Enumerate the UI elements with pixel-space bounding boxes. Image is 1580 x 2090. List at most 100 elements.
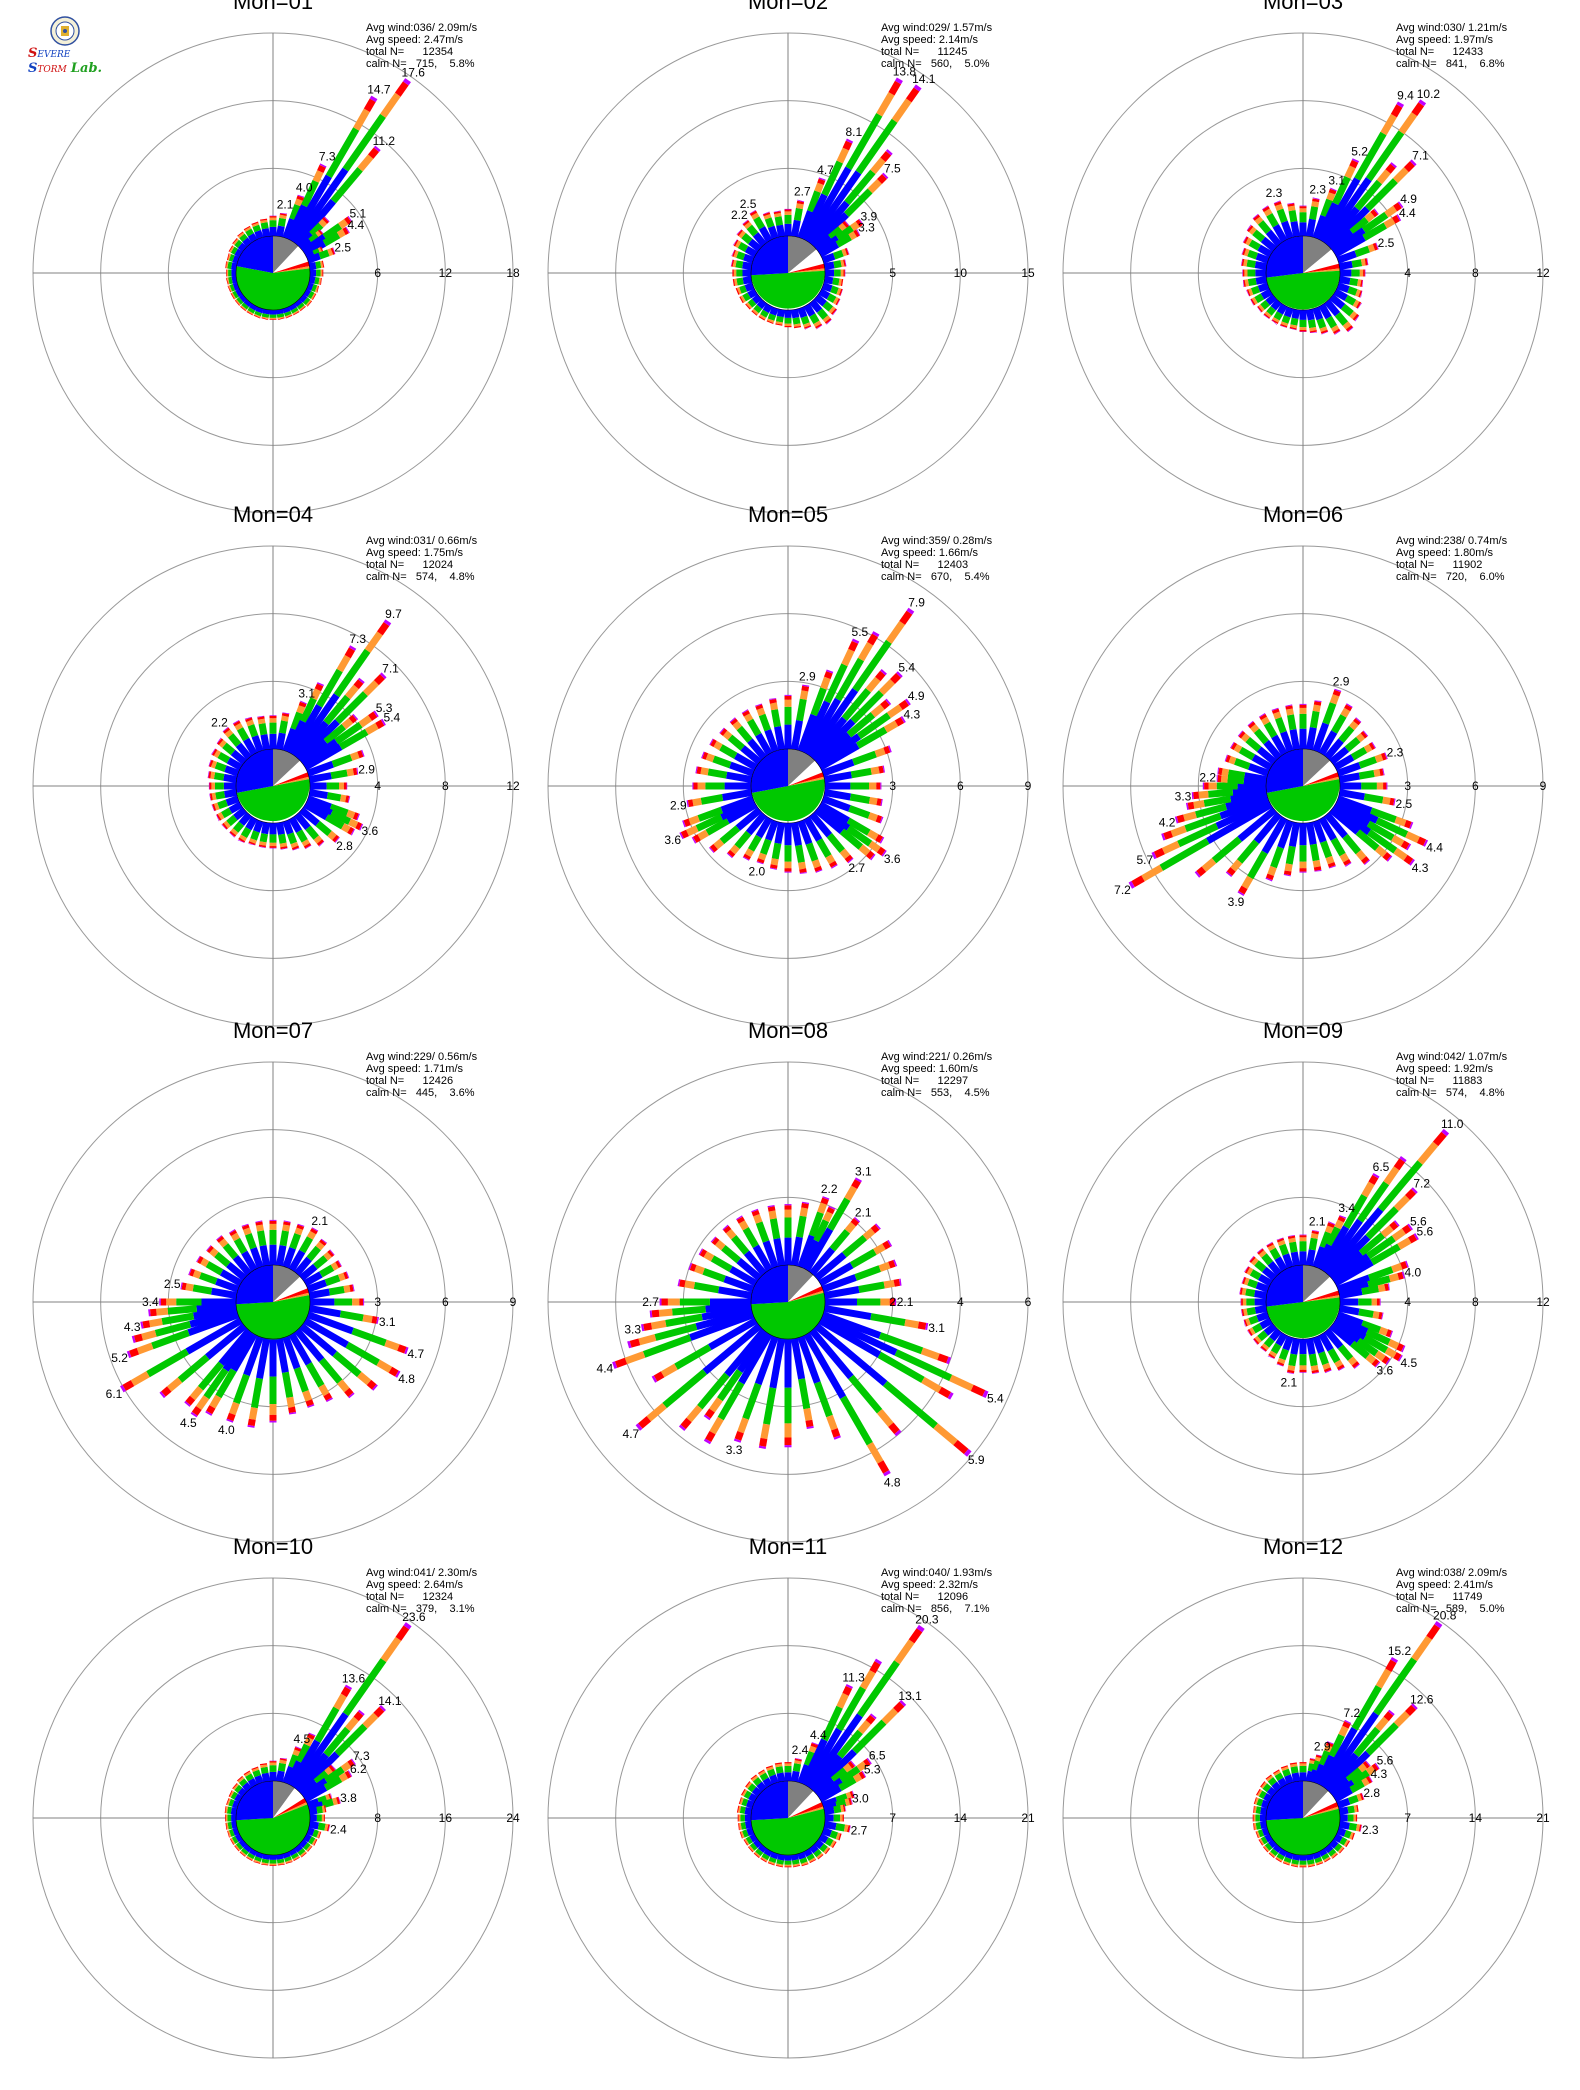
sector-bar-segment xyxy=(309,222,324,237)
sector-value-label: 7.3 xyxy=(353,1749,370,1763)
sector-bar-segment xyxy=(719,744,738,759)
sector-bar-segment xyxy=(1337,1215,1346,1223)
sector-bar-segment xyxy=(1327,1348,1341,1364)
sector-bar-segment xyxy=(1318,730,1338,756)
sector-bar-segment xyxy=(1263,313,1271,319)
sector-bar-segment xyxy=(282,306,291,314)
sector-bar-segment xyxy=(692,797,702,807)
sector-bar-segment xyxy=(1321,1218,1363,1274)
sector-bar-segment xyxy=(894,716,905,727)
calm-pie-slice xyxy=(1303,1276,1339,1302)
sector-bar-segment xyxy=(1247,850,1268,880)
sector-bar-segment xyxy=(821,758,855,777)
sector-bar-segment xyxy=(1256,1798,1264,1807)
sector-bar-segment xyxy=(150,1308,157,1317)
sector-bar-segment xyxy=(1330,837,1346,857)
sector-bar-segment xyxy=(1336,1797,1351,1809)
wind-stats: Avg wind:030/ 1.21m/s Avg speed: 1.97m/s t… xyxy=(1396,22,1507,70)
sector-bar-segment xyxy=(742,1227,759,1248)
sector-bar-segment xyxy=(1318,816,1337,841)
sector-bar-segment xyxy=(350,828,355,836)
sector-value-label: 2.0 xyxy=(748,865,765,879)
sector-bar-segment xyxy=(320,1238,328,1244)
sector-bar-segment xyxy=(814,1777,836,1797)
sector-bar-segment xyxy=(886,704,903,719)
sector-bar-segment xyxy=(1245,1288,1256,1297)
calm-pie-slice xyxy=(788,236,817,273)
sector-bar-segment xyxy=(291,1712,349,1790)
sector-bar-segment xyxy=(308,275,316,284)
sector-bar-segment xyxy=(818,1317,882,1358)
sector-bar-segment xyxy=(1259,713,1268,721)
calm-pie-slice xyxy=(788,760,823,786)
sector-bar-segment xyxy=(1326,1226,1341,1247)
sector-bar-segment xyxy=(823,788,852,801)
sector-value-label: 3.9 xyxy=(1228,895,1245,909)
sector-bar-segment xyxy=(310,688,322,701)
sector-bar-segment xyxy=(1253,214,1261,221)
sector-value-label: 3.1 xyxy=(1328,174,1345,188)
sector-bar-segment xyxy=(1347,286,1358,296)
sector-bar-segment xyxy=(403,1622,412,1630)
sector-bar-segment xyxy=(1347,1794,1359,1805)
sector-bar-segment xyxy=(1342,1721,1351,1729)
sector-bar-segment xyxy=(318,1384,330,1397)
sector-bar-segment xyxy=(1264,311,1272,318)
sector-bar-segment xyxy=(1357,1763,1368,1773)
sector-bar-segment xyxy=(275,308,284,315)
sector-bar-segment xyxy=(1307,319,1317,329)
sector-value-label: 13.6 xyxy=(342,1672,366,1686)
sector-bar-segment xyxy=(1339,1836,1348,1846)
calm-pie-slice xyxy=(788,268,825,273)
sector-bar-segment xyxy=(310,292,316,300)
sector-bar-segment xyxy=(1350,746,1368,761)
sector-bar-segment xyxy=(1161,833,1166,841)
sector-bar-segment xyxy=(1252,213,1259,219)
windrose-svg: 7 14 212.97.215.220.812.65.64.32.82.3 xyxy=(1062,1577,1550,2059)
sector-bar-segment xyxy=(303,240,327,258)
sector-bar-segment xyxy=(818,1262,854,1287)
sector-value-label: 4.3 xyxy=(124,1320,141,1334)
sector-bar-segment xyxy=(797,1234,816,1269)
sector-bar-segment xyxy=(1381,1355,1390,1365)
sector-bar-segment xyxy=(1243,236,1249,244)
sector-bar-segment xyxy=(1338,772,1361,784)
sector-bar-segment xyxy=(181,1282,187,1291)
sector-bar-segment xyxy=(1387,1709,1395,1716)
sector-bar-segment xyxy=(1237,730,1244,737)
sector-bar-segment xyxy=(323,1251,332,1261)
sector-bar-segment xyxy=(222,742,236,756)
sector-bar-segment xyxy=(210,771,216,780)
sector-bar-segment xyxy=(383,619,392,626)
sector-bar-segment xyxy=(348,645,357,651)
sector-bar-segment xyxy=(316,1805,324,1814)
sector-bar-segment xyxy=(1329,229,1355,252)
sector-bar-segment xyxy=(842,140,853,151)
sector-bar-segment xyxy=(742,1382,762,1420)
sector-bar-segment xyxy=(1400,1261,1408,1270)
sector-bar-segment xyxy=(1271,1781,1282,1792)
sector-bar-segment xyxy=(803,1407,813,1421)
sector-bar-segment xyxy=(803,322,811,328)
sector-bar-segment xyxy=(1324,1207,1384,1276)
sector-bar-segment xyxy=(773,1237,786,1267)
calm-pie-slice xyxy=(1303,268,1340,273)
sector-bar-segment xyxy=(228,801,243,814)
sector-bar-segment xyxy=(325,1397,333,1403)
sector-bar-segment xyxy=(1361,856,1370,865)
sector-bar-segment xyxy=(1321,1853,1330,1861)
sector-bar-segment xyxy=(813,1219,830,1243)
sector-bar-segment xyxy=(770,1851,779,1860)
sector-value-label: 3.6 xyxy=(664,833,681,847)
sector-value-label: 7.3 xyxy=(319,150,336,164)
sector-bar-segment xyxy=(822,301,834,312)
sector-bar-segment xyxy=(243,737,258,756)
sector-bar-segment xyxy=(831,864,838,869)
sector-bar-segment xyxy=(1261,1827,1270,1836)
sector-bar-segment xyxy=(816,1777,844,1800)
sector-bar-segment xyxy=(809,812,833,838)
sector-bar-segment xyxy=(751,310,758,316)
sector-bar-segment xyxy=(1397,1237,1412,1250)
calm-pie-slice xyxy=(788,772,824,786)
sector-bar-segment xyxy=(744,282,755,292)
